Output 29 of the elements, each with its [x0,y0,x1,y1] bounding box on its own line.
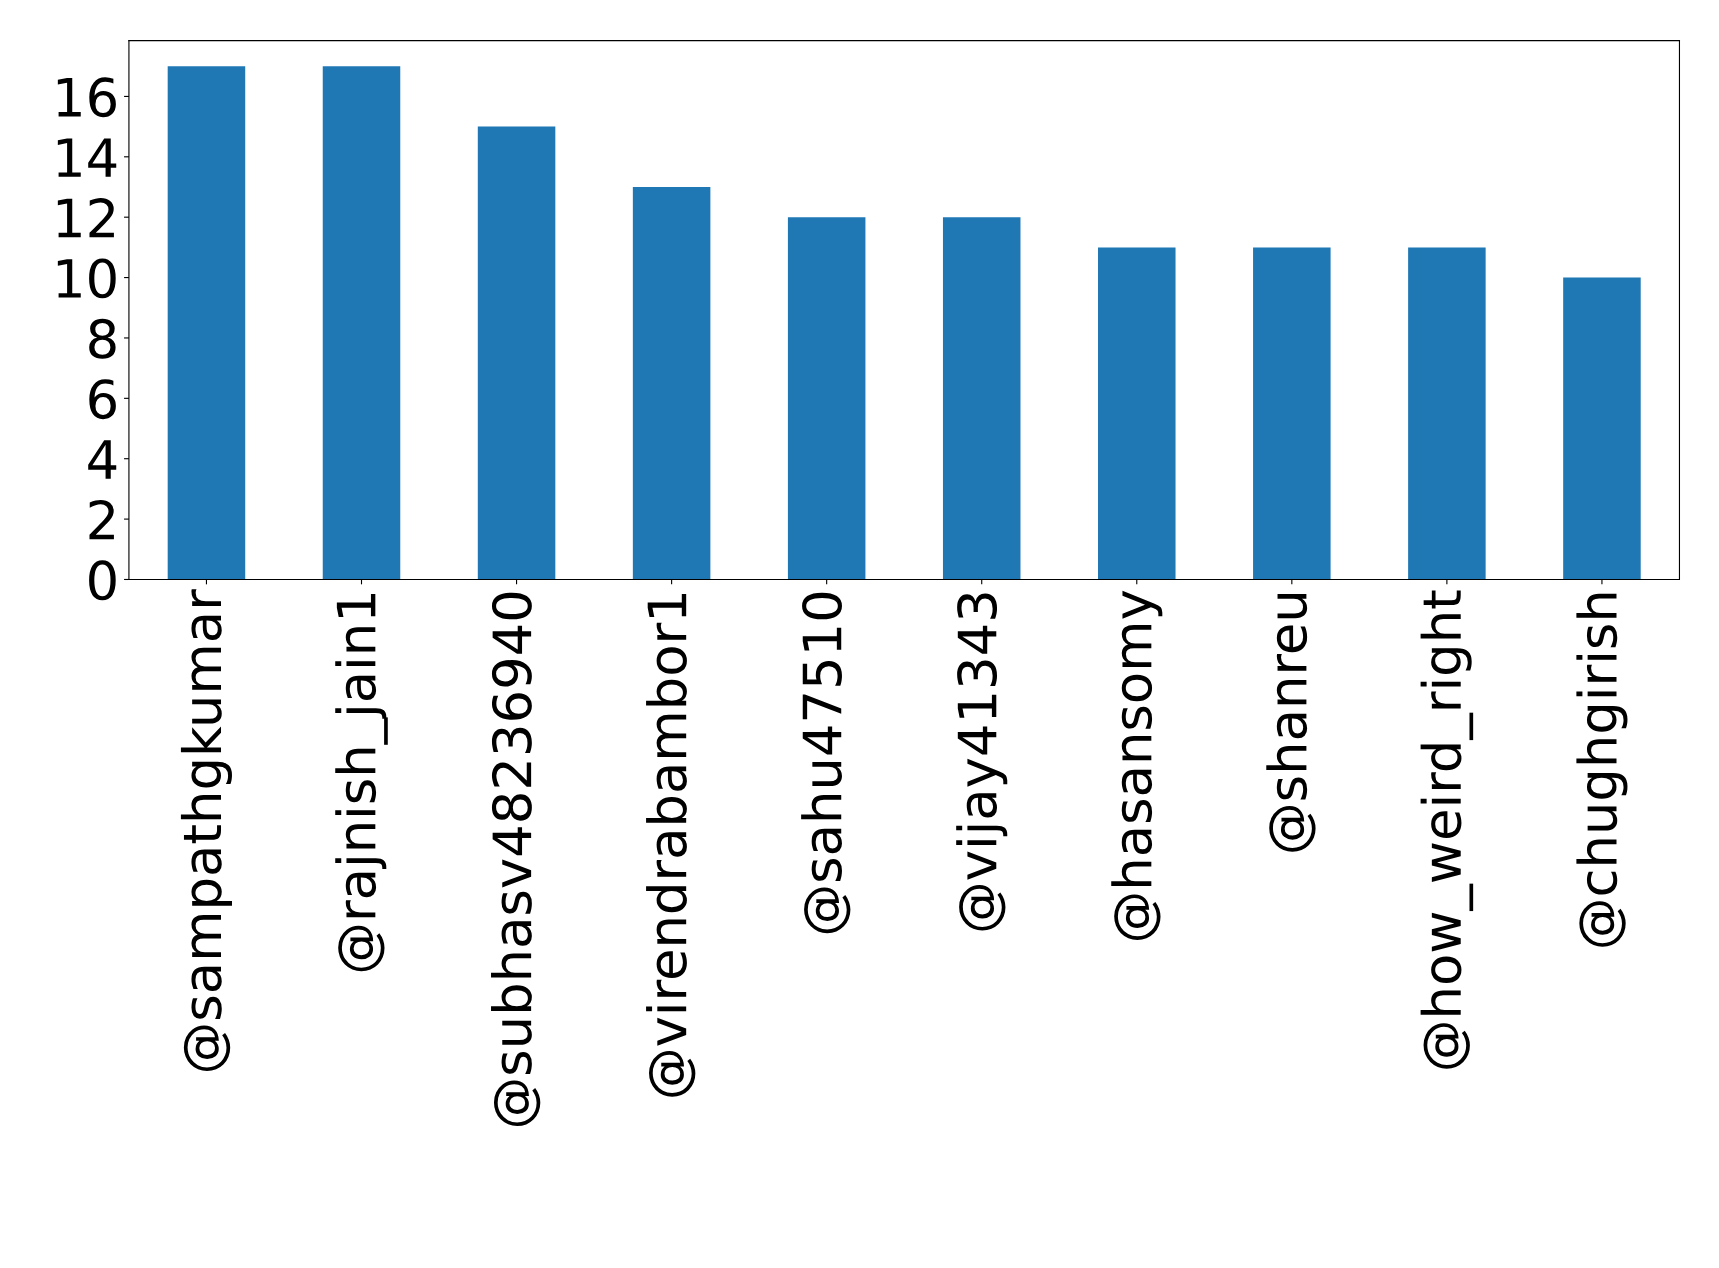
x-tick-label: @how_weird_right [1420,590,1474,1069]
y-tick-label: 10 [57,258,116,299]
x-tick-label: @sampathgkumar [180,589,232,1072]
bar [477,126,556,580]
bar [1563,277,1641,580]
bar [942,217,1021,580]
x-tick-label: @chughgirish [1576,593,1628,947]
y-tick-label: 2 [89,499,114,540]
bar [1253,247,1331,580]
bar [1098,247,1176,580]
y-tick-label: 4 [88,440,117,479]
x-tick-label: @subhasv48236940 [491,592,541,1127]
bar [787,217,866,580]
x-tick-label: @virendrabambor1 [646,594,696,1097]
bar [322,66,401,580]
y-tick-label: 0 [89,560,116,601]
y-tick-label: 16 [57,77,116,118]
bar [632,187,711,580]
x-tick-label: @sahu47510 [801,592,851,934]
bar [167,66,246,580]
x-tick-label: @rajnish_jain1 [335,594,388,972]
y-tick-label: 8 [89,318,116,359]
y-tick-label: 14 [57,138,117,177]
bar [1408,247,1486,580]
x-tick-label: @hasansomy [1111,590,1163,941]
y-tick-label: 6 [89,379,116,420]
y-tick-label: 12 [57,198,114,238]
x-tick-label: @shanreu [1266,593,1316,852]
x-tick-label: @vijay41343 [956,593,1008,931]
